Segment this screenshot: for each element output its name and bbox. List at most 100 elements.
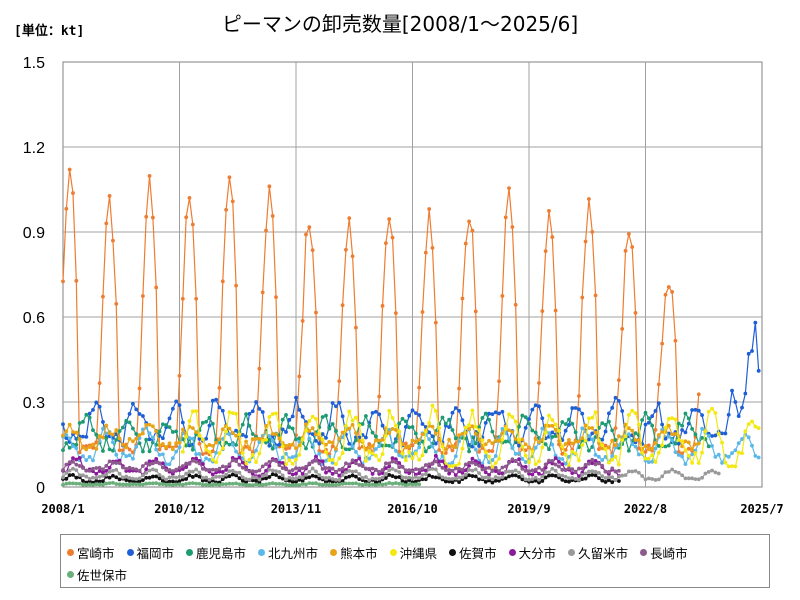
data-point [573, 469, 578, 474]
data-point [111, 473, 115, 478]
data-point [656, 433, 661, 437]
data-point [417, 445, 422, 450]
data-point [450, 410, 455, 415]
data-point [453, 466, 458, 471]
data-point [177, 373, 182, 378]
data-point [500, 465, 505, 470]
data-point [510, 429, 515, 434]
data-point [580, 472, 585, 477]
data-point [473, 474, 478, 479]
data-point [187, 469, 192, 474]
data-point [493, 478, 498, 483]
data-point [403, 424, 408, 429]
data-point [147, 481, 152, 486]
data-point [437, 459, 442, 464]
data-point [490, 449, 495, 454]
data-point [317, 436, 322, 441]
data-point [127, 447, 132, 452]
data-point [590, 415, 595, 420]
data-point [696, 441, 701, 446]
data-point [517, 470, 521, 475]
data-point [170, 479, 175, 484]
data-point [463, 462, 468, 467]
data-point [91, 445, 95, 450]
data-point [676, 441, 681, 446]
data-point [503, 470, 508, 474]
data-point [447, 476, 452, 481]
data-point [200, 475, 205, 480]
data-point [580, 426, 585, 431]
data-point [354, 325, 358, 330]
data-point [274, 445, 278, 450]
data-point [517, 475, 521, 479]
data-point [327, 440, 332, 444]
data-point [370, 482, 375, 487]
data-point [410, 456, 415, 461]
data-point [636, 452, 641, 457]
data-point [84, 434, 89, 439]
data-point [696, 461, 701, 465]
data-point [573, 406, 578, 410]
data-point [194, 409, 199, 414]
data-point [497, 469, 501, 473]
data-point [184, 461, 189, 466]
data-point [477, 463, 481, 468]
data-point [600, 446, 605, 451]
data-point [507, 469, 511, 474]
data-point [294, 483, 298, 487]
data-point [84, 412, 89, 417]
data-point [423, 429, 428, 434]
data-point [170, 471, 175, 476]
data-point [360, 476, 365, 480]
data-point [490, 458, 495, 462]
data-point [367, 423, 372, 428]
data-point [307, 429, 312, 433]
data-point [354, 415, 358, 420]
data-point [187, 196, 192, 200]
data-point [680, 444, 685, 449]
data-point [360, 422, 365, 426]
data-point [656, 401, 661, 406]
data-point [706, 409, 711, 414]
data-point [157, 461, 162, 466]
data-point [197, 474, 202, 479]
data-point [300, 472, 305, 476]
data-point [304, 232, 308, 237]
data-point [354, 438, 358, 443]
legend-marker-icon [449, 548, 457, 556]
data-point [403, 468, 408, 473]
data-point [736, 441, 741, 446]
data-point [220, 477, 225, 482]
data-point [270, 439, 275, 443]
legend-label: 大分市 [518, 545, 557, 561]
data-point [493, 475, 498, 479]
data-point [450, 444, 455, 449]
data-point [423, 449, 428, 454]
data-point [407, 425, 412, 430]
data-point [337, 436, 342, 441]
data-point [190, 469, 195, 474]
data-point [453, 406, 458, 410]
data-point [620, 473, 625, 478]
data-point [600, 478, 605, 483]
data-point [217, 385, 222, 390]
data-point [267, 475, 272, 479]
data-point [437, 472, 442, 477]
data-point [87, 445, 92, 449]
data-point [397, 461, 402, 465]
data-point [417, 471, 422, 476]
data-point [111, 238, 115, 243]
data-point [147, 459, 152, 464]
data-point [234, 442, 238, 447]
data-point [380, 452, 385, 457]
data-point [636, 470, 641, 475]
data-point [71, 466, 75, 471]
data-point [150, 435, 155, 440]
data-point [64, 481, 69, 486]
data-point [357, 423, 362, 428]
data-point [480, 467, 485, 472]
data-point [643, 456, 648, 461]
data-point [167, 479, 172, 484]
data-point [77, 473, 82, 478]
data-point [683, 439, 688, 444]
